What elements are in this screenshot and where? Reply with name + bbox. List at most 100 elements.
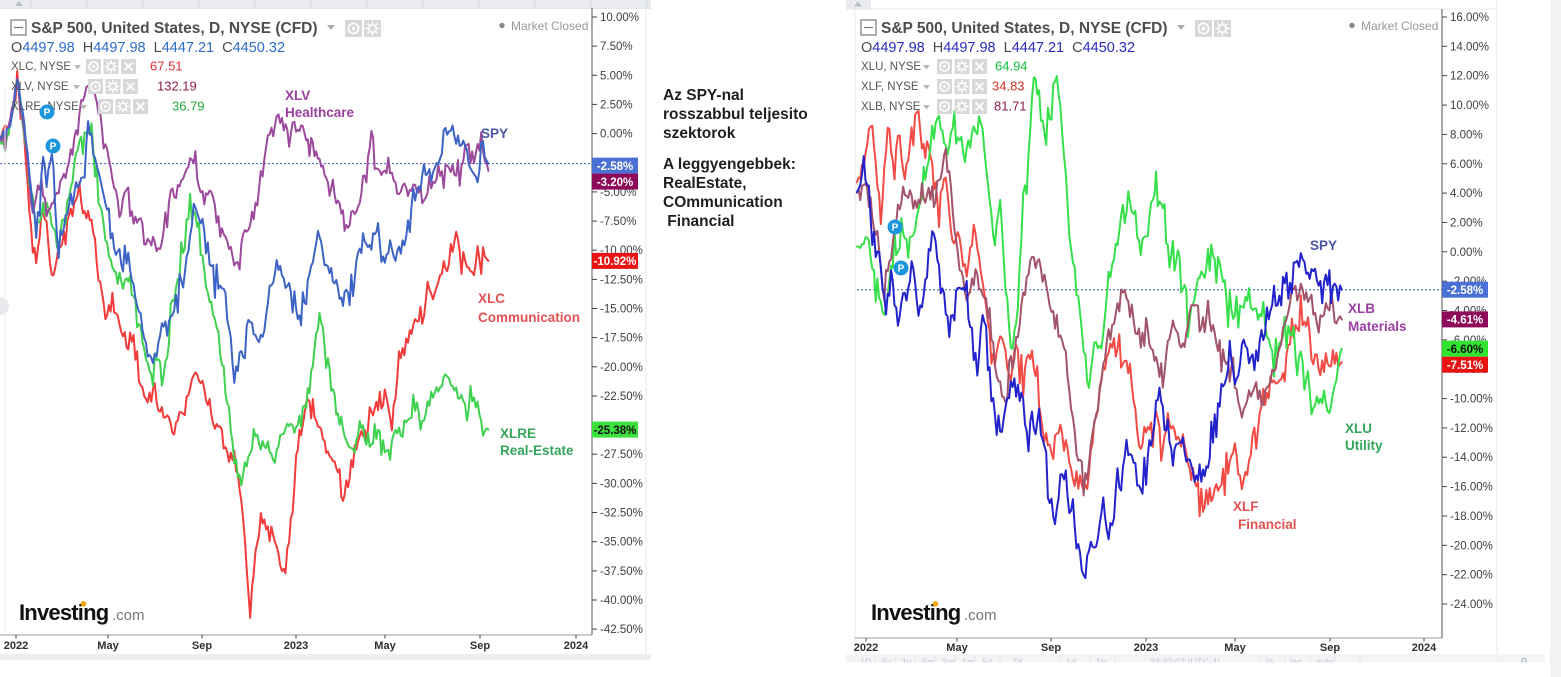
svg-text:May: May	[97, 640, 119, 652]
svg-text:2022: 2022	[4, 640, 28, 652]
svg-text:16.00%: 16.00%	[1450, 12, 1489, 24]
svg-text:XLC: XLC	[478, 291, 505, 306]
svg-text:1y: 1y	[902, 657, 912, 667]
svg-text:1D: 1D	[860, 657, 872, 667]
svg-text:May: May	[374, 640, 396, 652]
svg-text:-6.60%: -6.60%	[1447, 344, 1483, 356]
svg-text:67.51: 67.51	[150, 59, 183, 74]
svg-text:SPY: SPY	[1310, 238, 1337, 253]
svg-text:May: May	[946, 642, 968, 654]
svg-text:2023: 2023	[1134, 642, 1158, 654]
svg-text:XLC, NYSE: XLC, NYSE	[11, 61, 71, 73]
svg-text:log: log	[1290, 657, 1302, 667]
svg-text:-24.00%: -24.00%	[1450, 599, 1493, 611]
svg-text:Sep: Sep	[470, 640, 490, 652]
svg-text:0.00%: 0.00%	[1450, 247, 1483, 259]
svg-text:14.00%: 14.00%	[1450, 41, 1489, 53]
svg-text:-10.00%: -10.00%	[1450, 394, 1493, 406]
svg-text:-40.00%: -40.00%	[600, 595, 643, 607]
svg-text:P: P	[44, 108, 51, 119]
svg-text:%: %	[1266, 657, 1274, 667]
svg-text:-4.61%: -4.61%	[1447, 315, 1483, 327]
svg-text:-17.50%: -17.50%	[600, 333, 643, 345]
svg-text:7.50%: 7.50%	[600, 41, 633, 53]
svg-text:Communication: Communication	[478, 310, 580, 325]
svg-text:0.00%: 0.00%	[600, 129, 633, 141]
svg-text:Investing: Investing	[19, 600, 108, 625]
svg-text:-30.00%: -30.00%	[600, 478, 643, 490]
svg-text:6.00%: 6.00%	[1450, 159, 1483, 171]
svg-text:-2.58%: -2.58%	[597, 161, 633, 173]
svg-text:Financial: Financial	[1238, 517, 1297, 532]
svg-text:XLV: XLV	[285, 88, 310, 103]
svg-text:Market Closed: Market Closed	[1361, 19, 1438, 33]
svg-text:Sep: Sep	[1041, 642, 1061, 654]
svg-text:-18.00%: -18.00%	[1450, 511, 1493, 523]
svg-text:8.00%: 8.00%	[1450, 129, 1483, 141]
svg-text:6m: 6m	[922, 657, 935, 667]
svg-text:1h: 1h	[1096, 657, 1106, 667]
svg-text:XLB: XLB	[1348, 301, 1375, 316]
svg-text:7d: 7d	[1012, 657, 1022, 667]
svg-text:2.00%: 2.00%	[1450, 218, 1483, 230]
svg-text:-16.00%: -16.00%	[1450, 482, 1493, 494]
svg-text:-10.92%: -10.92%	[594, 256, 637, 268]
svg-text:34.83: 34.83	[992, 79, 1025, 94]
svg-text:XLRE: XLRE	[500, 426, 536, 441]
svg-text:-35.00%: -35.00%	[600, 537, 643, 549]
svg-text:-3.20%: -3.20%	[597, 177, 633, 189]
svg-text:-7.50%: -7.50%	[600, 216, 636, 228]
svg-text:-2.58%: -2.58%	[1447, 285, 1483, 297]
svg-text:Real-Estate: Real-Estate	[500, 443, 574, 458]
svg-text:1m: 1m	[962, 657, 975, 667]
svg-text:Healthcare: Healthcare	[285, 105, 355, 120]
svg-text:-32.50%: -32.50%	[600, 508, 643, 520]
svg-text:auto: auto	[1316, 657, 1334, 667]
svg-text:Sep: Sep	[1320, 642, 1340, 654]
svg-text:10.00%: 10.00%	[600, 12, 639, 24]
svg-text:-37.50%: -37.50%	[600, 566, 643, 578]
svg-text:-25.38%: -25.38%	[594, 425, 637, 437]
svg-text:XLU: XLU	[1345, 421, 1372, 436]
svg-text:S&P 500, United States, D, NYS: S&P 500, United States, D, NYSE (CFD)	[31, 20, 318, 37]
svg-text:3m: 3m	[942, 657, 955, 667]
svg-text:64.94: 64.94	[995, 59, 1028, 74]
svg-text:-12.00%: -12.00%	[1450, 423, 1493, 435]
svg-text:XLF, NYSE: XLF, NYSE	[861, 81, 919, 93]
svg-text:-42.50%: -42.50%	[600, 624, 643, 636]
svg-text:P: P	[898, 264, 905, 275]
svg-text:Utility: Utility	[1345, 438, 1383, 453]
svg-text:4.00%: 4.00%	[1450, 188, 1483, 200]
svg-text:2.50%: 2.50%	[600, 99, 633, 111]
svg-text:-27.50%: -27.50%	[600, 449, 643, 461]
svg-text:-14.00%: -14.00%	[1450, 452, 1493, 464]
svg-text:2024: 2024	[564, 640, 589, 652]
svg-text:Sep: Sep	[192, 640, 212, 652]
svg-text:P: P	[892, 223, 899, 234]
svg-text:XLU, NYSE: XLU, NYSE	[861, 61, 921, 73]
svg-text:36.79: 36.79	[172, 99, 205, 114]
svg-text:-20.00%: -20.00%	[600, 362, 643, 374]
svg-text:Materials: Materials	[1348, 319, 1407, 334]
svg-text:1d: 1d	[1066, 657, 1076, 667]
svg-text:Market Closed: Market Closed	[511, 19, 588, 33]
svg-text:XLB, NYSE: XLB, NYSE	[861, 101, 921, 113]
svg-text:5y: 5y	[882, 657, 892, 667]
svg-text:-12.50%: -12.50%	[600, 274, 643, 286]
svg-text:May: May	[1224, 642, 1246, 654]
svg-text:-7.51%: -7.51%	[1447, 360, 1483, 372]
svg-text:.com: .com	[964, 607, 997, 624]
svg-text:SPY: SPY	[481, 126, 508, 141]
svg-text:-15.00%: -15.00%	[600, 304, 643, 316]
svg-text:23:32:07 (UTC-4): 23:32:07 (UTC-4)	[1150, 657, 1220, 667]
svg-text:5.00%: 5.00%	[600, 70, 633, 82]
svg-text:⚙: ⚙	[1520, 656, 1528, 666]
svg-text:P: P	[50, 142, 57, 153]
svg-text:-20.00%: -20.00%	[1450, 540, 1493, 552]
svg-text:2024: 2024	[1412, 642, 1437, 654]
svg-text:.com: .com	[112, 607, 145, 624]
svg-text:-22.00%: -22.00%	[1450, 570, 1493, 582]
svg-text:-22.50%: -22.50%	[600, 391, 643, 403]
svg-text:81.71: 81.71	[994, 99, 1027, 114]
